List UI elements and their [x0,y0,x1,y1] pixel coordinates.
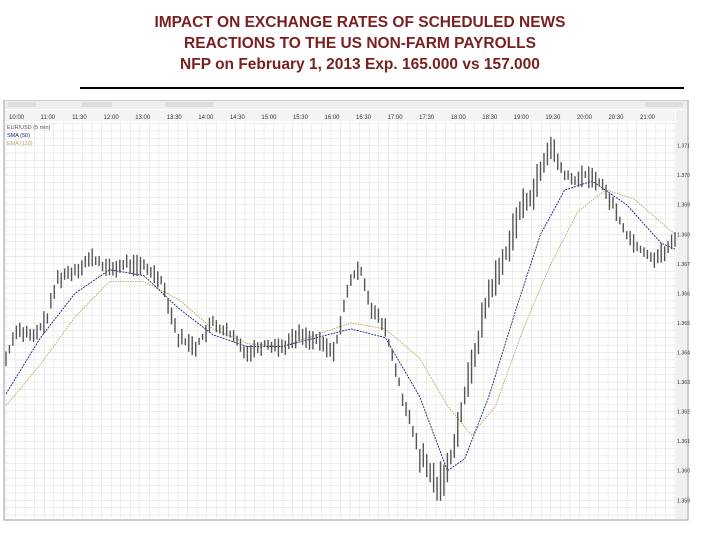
legend-entry-sma: SMA (50) [7,133,30,139]
chart-frame [3,100,689,521]
y-tick-label: 1.3590 [677,498,690,504]
x-tick-label: 11:00 [41,115,56,121]
x-tick-label: 16:30 [356,115,372,121]
header-tab[interactable] [8,102,36,107]
y-tick-label: 1.3630 [677,380,690,386]
x-tick-label: 15:30 [293,115,309,121]
header-tabs [8,102,683,107]
x-tick-label: 17:30 [419,115,435,121]
legend: EUR/USD (5 min) SMA (50) EMA (110) [7,125,51,147]
x-tick-label: 17:00 [388,115,404,121]
x-tick-label: 12:00 [104,115,120,121]
price-chart: 10:00 11:00 11:30 12:00 13:00 13:30 14:00 14:30… [3,100,690,521]
x-tick-label: 11:30 [72,115,87,121]
y-tick-label: 1.3690 [677,203,690,209]
x-tick-label: 19:30 [545,115,561,121]
x-tick-label: 19:00 [514,115,530,121]
y-tick-label: 1.3650 [677,321,690,327]
legend-entry-price: EUR/USD (5 min) [7,125,51,131]
x-tick-label: 18:00 [451,115,467,121]
legend-entry-ema: EMA (110) [7,141,33,147]
header-tab[interactable] [645,102,683,107]
y-tick-label: 1.3660 [677,291,690,297]
x-tick-label: 21:00 [640,115,656,121]
title-divider [80,87,684,89]
x-tick-label: 14:00 [198,115,214,121]
x-tick-label: 16:00 [325,115,341,121]
chart-header-bar [5,101,687,109]
x-tick-label: 13:00 [135,115,151,121]
grid [5,122,676,518]
y-tick-label: 1.3620 [677,410,690,416]
title-line-1: IMPACT ON EXCHANGE RATES OF SCHEDULED NE… [154,14,566,31]
header-tab[interactable] [165,102,213,107]
y-tick-label: 1.3710 [677,144,690,150]
x-tick-labels: 10:00 11:00 11:30 12:00 13:00 13:30 14:00 14:30… [9,115,656,121]
x-tick-label: 10:00 [9,115,25,121]
y-tick-label: 1.3670 [677,262,690,268]
x-tick-label: 20:00 [577,115,593,121]
x-tick-label: 13:30 [167,115,183,121]
price-axis-panel [676,110,687,519]
x-tick-label: 20:30 [608,115,624,121]
y-tick-label: 1.3610 [677,439,690,445]
title-line-2: REACTIONS TO THE US NON-FARM PAYROLLS [184,35,536,52]
y-tick-label: 1.3700 [677,173,690,179]
header-tab[interactable] [82,102,112,107]
x-tick-label: 14:30 [230,115,246,121]
x-tick-label: 15:00 [261,115,277,121]
title-line-3: NFP on February 1, 2013 Exp. 165.000 vs … [180,56,540,73]
y-tick-label: 1.3680 [677,232,690,238]
y-tick-label: 1.3600 [677,469,690,475]
price-series-bars [5,136,676,501]
y-tick-labels: 1.3710 1.3700 1.3690 1.3680 1.3670 1.3660 1.36… [677,144,690,505]
y-tick-label: 1.3640 [677,351,690,357]
time-axis-bar [5,110,675,121]
x-tick-label: 18:30 [482,115,498,121]
slide-title: IMPACT ON EXCHANGE RATES OF SCHEDULED NE… [0,12,720,75]
